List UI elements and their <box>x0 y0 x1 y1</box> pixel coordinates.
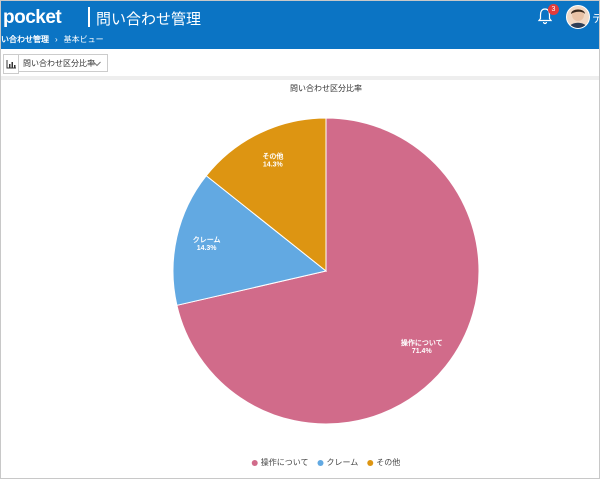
app-title: 問い合わせ管理 <box>96 11 202 28</box>
breadcrumb-item: 基本ビュー <box>63 35 104 44</box>
logo[interactable]: pocket <box>3 7 62 28</box>
legend-label: その他 <box>376 457 400 467</box>
slice-value-label: 14.3% <box>263 162 284 169</box>
separator <box>1 76 599 80</box>
top-bar: pocket 問い合わせ管理 3 テ い合わせ管理 › 基本ビュー <box>1 1 599 49</box>
slice-value-label: 71.4% <box>412 348 433 355</box>
legend-label: クレーム <box>327 458 359 467</box>
toolbar: 問い合わせ区分比率 <box>1 53 599 75</box>
chart-title: 問い合わせ区分比率 <box>290 83 362 93</box>
legend-marker <box>251 460 258 466</box>
legend-label: 操作について <box>261 457 309 467</box>
slice-label: クレーム <box>193 235 221 244</box>
view-select[interactable]: 問い合わせ区分比率 <box>18 54 108 72</box>
notification-badge: 3 <box>548 4 559 15</box>
pie-slice <box>172 175 328 306</box>
slice-label: その他 <box>262 152 283 161</box>
legend-marker <box>317 460 324 466</box>
chart: 問い合わせ区分比率 操作について71.4%クレーム14.3%その他14.3%操作… <box>172 83 480 467</box>
breadcrumb-separator: › <box>55 35 58 44</box>
breadcrumb-item[interactable]: い合わせ管理 <box>1 35 49 44</box>
breadcrumb: い合わせ管理 › 基本ビュー <box>1 34 104 45</box>
chart-type-button[interactable] <box>3 54 19 74</box>
slice-value-label: 14.3% <box>197 245 218 252</box>
user-name[interactable]: テ <box>592 10 599 26</box>
pie-slice <box>176 117 480 425</box>
pie-slice <box>205 117 327 273</box>
avatar[interactable] <box>566 5 590 29</box>
divider <box>88 7 90 27</box>
legend-marker <box>367 460 374 466</box>
view-select-text: 問い合わせ区分比率 <box>23 59 95 68</box>
legend: 操作について クレーム その他 <box>251 457 400 467</box>
slice-label: 操作について <box>401 338 443 347</box>
